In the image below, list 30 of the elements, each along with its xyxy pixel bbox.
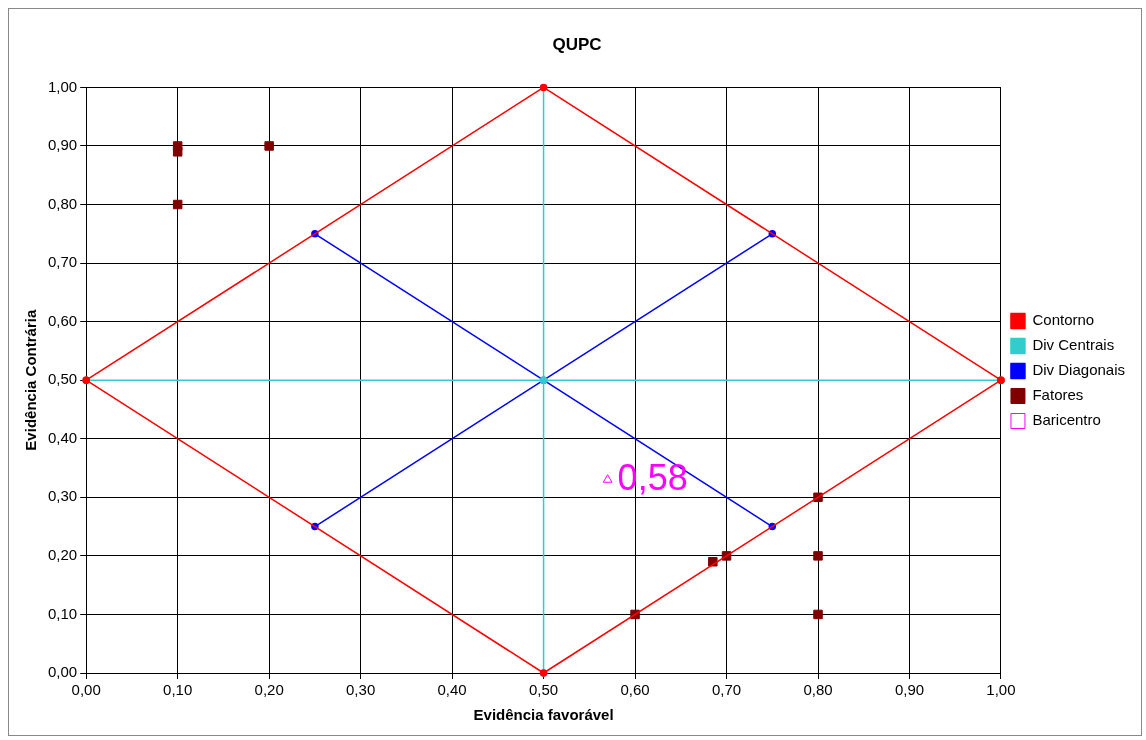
legend-label: Div Centrais [1032,336,1115,354]
x-tick-label: 0,80 [803,681,833,699]
x-tick-label: 0,10 [163,681,193,699]
x-tick-label: 0,50 [528,681,559,699]
x-tick-label: 0,30 [346,681,376,699]
y-tick-label: 0,10 [47,604,78,622]
x-tick-label: 0,40 [437,681,467,699]
x-tick-label: 0,20 [254,681,284,699]
y-tick-label: 0,50 [47,370,78,388]
legend-label: Contorno [1032,311,1095,329]
y-tick-label: 0,90 [47,136,78,154]
legend-label: Fatores [1032,386,1084,404]
y-tick-label: 1,00 [47,77,78,95]
legend-label: Baricentro [1032,411,1101,429]
y-axis-title: Evidência Contrária [22,309,40,451]
y-tick-label: 0,60 [47,311,78,329]
x-tick-label: 1,00 [986,681,1016,699]
y-tick-label: 0,80 [47,194,78,212]
legend-label: Div Diagonais [1032,361,1126,379]
x-tick-label: 0,00 [71,681,101,699]
y-tick-label: 0,40 [47,428,78,446]
y-tick-label: 0,70 [47,253,78,271]
chart-title: QUPC [552,34,602,54]
y-tick-label: 0,00 [47,663,78,681]
x-axis-title: Evidência favorável [473,706,614,724]
y-tick-label: 0,20 [47,546,78,564]
x-tick-label: 0,60 [620,681,650,699]
x-tick-label: 0,90 [894,681,925,699]
x-tick-label: 0,70 [711,681,742,699]
y-tick-label: 0,30 [47,487,78,505]
